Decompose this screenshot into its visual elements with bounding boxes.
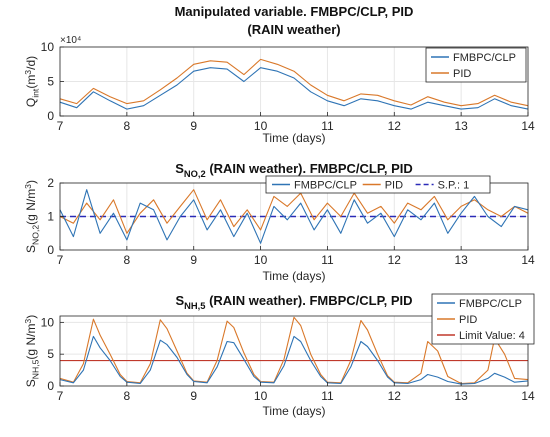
x-tick-label: 13 xyxy=(454,389,468,403)
axes-box xyxy=(59,315,529,387)
x-axis-label: Time (days) xyxy=(263,131,326,145)
y-tick-label: 5 xyxy=(47,75,54,89)
y-tick-label: 1 xyxy=(47,210,54,224)
legend-label: PID xyxy=(385,180,403,192)
y-tick-label: 0 xyxy=(47,379,54,393)
y-tick-label: 10 xyxy=(41,40,55,54)
y-tick-label: 10 xyxy=(41,315,55,329)
legend: FMBPC/CLP PID xyxy=(425,47,527,83)
y-axis-label-group: Qint(m3/d) xyxy=(23,56,41,107)
x-tick-label: 7 xyxy=(57,119,64,133)
y-axis-label: SNH,5(g N/m3) xyxy=(23,315,41,387)
label-rest: (RAIN weather). FMBPC/CLP, PID xyxy=(206,161,413,176)
legend: FMBPC/CLP PID S.P.: 1 xyxy=(265,175,491,194)
x-axis-label: Time (days) xyxy=(263,404,326,418)
axis-exponent-label: ×10⁴ xyxy=(60,35,81,46)
x-tick-label: 12 xyxy=(388,119,402,133)
label-subscript: int xyxy=(31,88,41,98)
x-axis-label: Time (days) xyxy=(263,269,326,283)
label-base: Q xyxy=(24,98,38,107)
label-tail: ) xyxy=(24,315,38,319)
legend: FMBPC/CLP PID Limit Value: 4 xyxy=(431,293,535,345)
series-line-fmbpc-clp xyxy=(59,335,529,385)
y-axis-label-group: SNO,2(g N/m3) xyxy=(23,180,41,253)
x-tick-label: 12 xyxy=(388,389,402,403)
x-tick-label: 9 xyxy=(190,119,197,133)
y-tick-label: 5 xyxy=(47,347,54,361)
legend-label: PID xyxy=(459,314,477,326)
label-base: S xyxy=(175,161,184,176)
chart-panel-1: 7 8 9 10 11 12 13 14 0 5 10 ×10⁴ Manipulated variabl… xyxy=(23,4,535,145)
label-rest: (m xyxy=(24,75,38,89)
label-superscript: 3 xyxy=(23,70,33,75)
x-tick-label: 12 xyxy=(388,253,402,267)
label-tail: /d) xyxy=(24,56,38,70)
legend-label: FMBPC/CLP xyxy=(459,298,522,310)
label-subscript: NH,5 xyxy=(184,301,205,311)
chart-title: (RAIN weather) xyxy=(247,22,340,37)
y-tick-label: 2 xyxy=(47,176,54,190)
label-superscript: 3 xyxy=(23,319,33,324)
label-base: S xyxy=(24,379,38,387)
x-tick-label: 7 xyxy=(57,253,64,267)
series-line-fmbpc-clp xyxy=(59,189,529,244)
y-axis-label-group: SNH,5(g N/m3) xyxy=(23,315,41,387)
y-tick-label: 0 xyxy=(47,243,54,257)
label-rest: (RAIN weather). FMBPC/CLP, PID xyxy=(205,293,412,308)
x-tick-label: 7 xyxy=(57,389,64,403)
x-tick-label: 8 xyxy=(124,119,131,133)
x-tick-label: 11 xyxy=(321,119,334,133)
x-tick-label: 10 xyxy=(254,389,268,403)
label-subscript: NO,2 xyxy=(184,169,206,179)
legend-label: S.P.: 1 xyxy=(438,180,470,192)
chart-title: SNO,2 (RAIN weather). FMBPC/CLP, PID xyxy=(175,161,413,179)
legend-label: FMBPC/CLP xyxy=(453,52,516,64)
x-tick-label: 9 xyxy=(190,389,197,403)
legend-box xyxy=(425,47,527,83)
x-tick-label: 11 xyxy=(321,389,334,403)
y-axis-label: Qint(m3/d) xyxy=(23,56,41,107)
legend-label: FMBPC/CLP xyxy=(294,180,357,192)
legend-label: Limit Value: 4 xyxy=(459,330,525,342)
x-tick-label: 8 xyxy=(124,253,131,267)
x-tick-label: 14 xyxy=(521,119,535,133)
chart-title: Manipulated variable. FMBPC/CLP, PID xyxy=(175,4,414,19)
x-tick-label: 14 xyxy=(521,389,535,403)
label-rest: (g N/m xyxy=(24,189,38,225)
label-superscript: 3 xyxy=(23,184,33,189)
x-tick-label: 11 xyxy=(321,253,334,267)
series-line-pid xyxy=(59,189,529,234)
x-tick-label: 13 xyxy=(454,119,468,133)
y-tick-label: 0 xyxy=(47,109,54,123)
y-axis-label: SNO,2(g N/m3) xyxy=(23,180,41,253)
legend-label: PID xyxy=(453,68,471,80)
chart-title: SNH,5 (RAIN weather). FMBPC/CLP, PID xyxy=(175,293,412,311)
label-subscript: NH,5 xyxy=(31,359,41,379)
x-tick-label: 9 xyxy=(190,253,197,267)
x-tick-label: 10 xyxy=(254,119,268,133)
label-base: S xyxy=(24,245,38,253)
label-subscript: NO,2 xyxy=(31,225,41,245)
x-tick-label: 10 xyxy=(254,253,268,267)
label-rest: (g N/m xyxy=(24,324,38,360)
label-tail: ) xyxy=(24,180,38,184)
label-base: S xyxy=(175,293,184,308)
series-line-pid xyxy=(59,316,529,385)
x-tick-label: 13 xyxy=(454,253,468,267)
x-tick-label: 8 xyxy=(124,389,131,403)
x-tick-label: 14 xyxy=(521,253,535,267)
